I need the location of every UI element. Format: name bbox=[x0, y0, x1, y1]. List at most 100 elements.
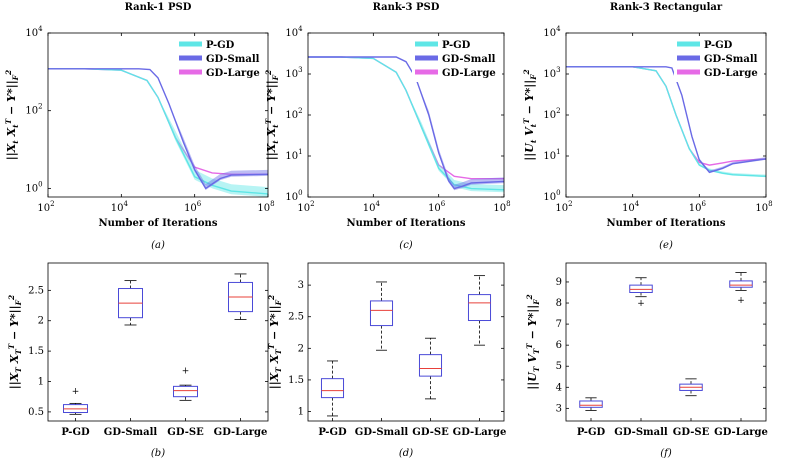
axes-frame bbox=[47, 32, 269, 198]
y-tick-label: 102 bbox=[543, 107, 560, 121]
series-band-gd-small bbox=[566, 66, 766, 174]
x-tick-label: 102 bbox=[37, 200, 54, 214]
y-tick-label: 100 bbox=[285, 189, 302, 203]
y-tick-label: 8 bbox=[556, 298, 562, 309]
box-gd-small bbox=[369, 281, 394, 351]
series-line-gd-small bbox=[566, 66, 767, 174]
y-axis-label-text: ||XT XTT − Y*||F2​ bbox=[267, 295, 283, 389]
category-label: GD-Large bbox=[453, 427, 507, 438]
category-label: GD-Large bbox=[714, 427, 768, 438]
x-axis-label: Number of Iterations bbox=[607, 218, 726, 229]
x-tick-label: 104 bbox=[111, 200, 129, 214]
y-tick-label: 6 bbox=[556, 340, 562, 351]
x-tick-label: 104 bbox=[622, 200, 640, 214]
panel-caption: (e) bbox=[659, 240, 673, 251]
y-axis-label: ||XT XTT − Y*||F2​ bbox=[267, 295, 283, 389]
box-body bbox=[729, 280, 753, 288]
axes-frame bbox=[307, 262, 505, 422]
axes-frame bbox=[565, 262, 767, 422]
line-panel-0: Rank-1 PSD 102 104 106 108 100 102 104 Number of… bbox=[4, 2, 275, 251]
panel-caption: (f) bbox=[660, 448, 672, 459]
y-tick-label: 104 bbox=[25, 25, 43, 39]
category-label: GD-Small bbox=[614, 427, 668, 438]
box-gd-small: + bbox=[629, 277, 653, 309]
category-label: GD-SE bbox=[673, 427, 710, 438]
y-tick-label: 100 bbox=[543, 189, 560, 203]
y-tick-label: 104 bbox=[543, 25, 561, 39]
legend-label: GD-Small bbox=[442, 54, 496, 65]
category-label: GD-Small bbox=[104, 427, 158, 438]
box-panel-4: P-GD GD-Small GD-SE GD-Large 1 1.5 2 2.5 3 ||XT X… bbox=[267, 262, 507, 459]
outlier-marker: + bbox=[182, 367, 190, 377]
panel-caption: (b) bbox=[151, 448, 165, 459]
legend-label: P-GD bbox=[704, 40, 733, 51]
category-label: GD-Small bbox=[355, 427, 409, 438]
x-tick-label: 102 bbox=[297, 200, 314, 214]
y-tick-label: 0.5 bbox=[28, 407, 44, 418]
panel-caption: (d) bbox=[399, 448, 413, 459]
box-body bbox=[320, 378, 345, 399]
x-tick-label: 108 bbox=[755, 200, 772, 214]
y-tick-label: 4 bbox=[556, 382, 562, 393]
box-body bbox=[173, 385, 198, 398]
outlier-marker: + bbox=[737, 296, 745, 306]
chart-title: Rank-1 PSD bbox=[125, 2, 192, 13]
box-gd-large bbox=[467, 275, 492, 346]
y-axis-label: ||XT XTT − Y*||F2​ bbox=[7, 295, 23, 389]
box-p-gd: + bbox=[63, 387, 88, 415]
y-tick-label: 7 bbox=[556, 319, 562, 330]
y-tick-label: 2 bbox=[38, 316, 44, 327]
y-tick-label: 2.5 bbox=[288, 312, 304, 323]
x-tick-label: 106 bbox=[184, 200, 202, 214]
series-line-gd-small bbox=[308, 56, 505, 190]
y-tick-label: 103 bbox=[543, 66, 560, 80]
box-gd-large: + bbox=[729, 272, 753, 306]
y-tick-label: 100 bbox=[25, 180, 42, 194]
y-tick-label: 1.5 bbox=[28, 346, 44, 357]
y-axis-label-text: ||Xt XtT − Y*||F2​ bbox=[264, 70, 280, 160]
y-axis-label: ||UT VTT − Y*||F2​ bbox=[525, 294, 541, 390]
box-gd-large bbox=[228, 273, 253, 320]
y-tick-label: 101 bbox=[543, 148, 560, 162]
y-tick-label: 102 bbox=[25, 103, 42, 117]
x-tick-label: 102 bbox=[555, 200, 572, 214]
series-line-gd-large bbox=[48, 68, 268, 175]
y-axis-label: ||Xt XtT − Y*||F2​ bbox=[4, 70, 20, 160]
y-tick-label: 3 bbox=[298, 280, 304, 291]
y-tick-label: 1.5 bbox=[288, 375, 304, 386]
box-gd-se bbox=[679, 378, 703, 397]
y-tick-label: 5 bbox=[556, 361, 562, 372]
outlier-marker: + bbox=[72, 387, 80, 397]
x-tick-label: 106 bbox=[428, 200, 446, 214]
box-body bbox=[467, 294, 492, 322]
series-line-gd-small bbox=[48, 68, 269, 190]
legend: P-GD GD-Small GD-Large bbox=[176, 36, 266, 82]
outlier-marker: + bbox=[637, 299, 645, 309]
box-body bbox=[369, 300, 394, 327]
axes-frame bbox=[47, 262, 269, 422]
y-tick-label: 102 bbox=[285, 107, 302, 121]
legend: P-GD GD-Small GD-Large bbox=[412, 36, 502, 82]
y-tick-label: 2.5 bbox=[28, 285, 44, 296]
y-axis-label: ||Ut VtT − Y*||F2​ bbox=[522, 69, 538, 161]
legend-label: GD-Large bbox=[442, 68, 496, 79]
y-tick-label: 2 bbox=[298, 343, 304, 354]
panel-caption: (a) bbox=[151, 240, 165, 251]
box-p-gd bbox=[579, 397, 603, 411]
box-panel-5: P-GD + GD-Small GD-SE + GD-Large 3 4 5 6 7 8 9 ||UT V… bbox=[525, 262, 768, 459]
line-panel-2: Rank-3 Rectangular 102 104 106 108 100 101 102 1… bbox=[522, 2, 773, 251]
legend-label: GD-Small bbox=[704, 54, 758, 65]
x-tick-label: 104 bbox=[363, 200, 381, 214]
y-tick-label: 9 bbox=[556, 277, 562, 288]
box-p-gd bbox=[320, 360, 345, 417]
box-body bbox=[629, 284, 653, 293]
y-axis-label: ||Xt XtT − Y*||F2​ bbox=[264, 70, 280, 160]
line-panel-1: Rank-3 PSD 102 104 106 108 100 101 102 103 104 Num… bbox=[264, 2, 511, 251]
category-label: GD-SE bbox=[412, 427, 449, 438]
category-label: GD-Large bbox=[214, 427, 268, 438]
series-band-p-gd bbox=[48, 68, 268, 197]
box-body bbox=[418, 354, 443, 377]
y-tick-label: 104 bbox=[285, 25, 303, 39]
legend-label: GD-Large bbox=[206, 68, 260, 79]
